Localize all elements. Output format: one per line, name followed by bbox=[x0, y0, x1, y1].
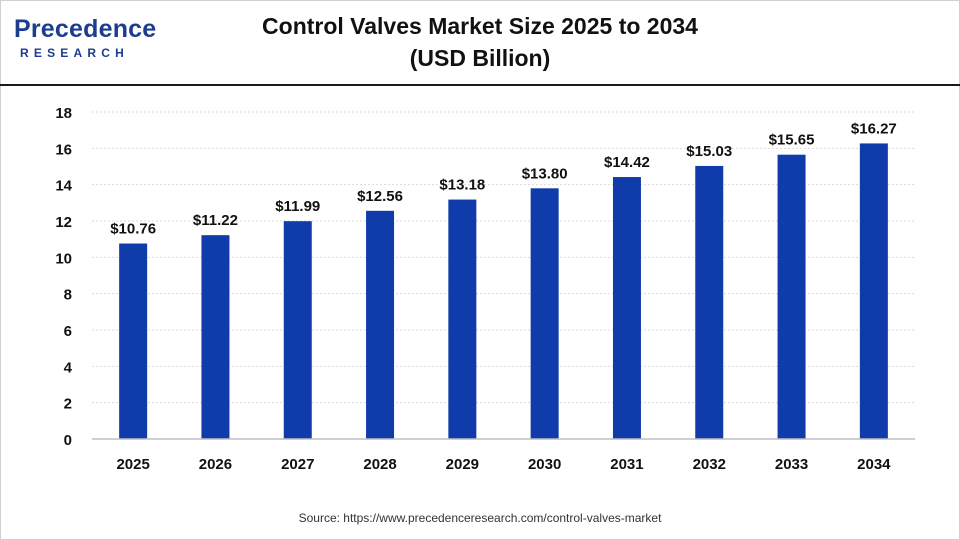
data-label: $14.42 bbox=[604, 154, 650, 171]
brand-name-rest: recedence bbox=[30, 15, 157, 43]
y-tick-label: 2 bbox=[64, 396, 72, 413]
data-label: $13.80 bbox=[522, 165, 568, 182]
bar bbox=[859, 143, 888, 439]
brand-name-prefix: P bbox=[14, 15, 31, 43]
y-tick-label: 12 bbox=[55, 214, 72, 231]
data-label: $16.27 bbox=[851, 120, 897, 137]
chart-title-line2: (USD Billion) bbox=[409, 45, 551, 71]
bar bbox=[777, 154, 806, 440]
data-label: $11.99 bbox=[275, 198, 320, 215]
bar bbox=[119, 243, 148, 439]
source-note: Source: https://www.precedenceresearch.c… bbox=[298, 511, 662, 525]
bar bbox=[612, 177, 641, 439]
x-tick-label: 2026 bbox=[199, 456, 232, 473]
x-tick-label: 2027 bbox=[281, 456, 314, 473]
bar bbox=[448, 199, 477, 439]
brand-name: Precedence bbox=[14, 14, 156, 44]
x-tick-label: 2034 bbox=[857, 456, 891, 473]
x-tick-label: 2025 bbox=[116, 456, 149, 473]
data-label: $10.76 bbox=[110, 221, 156, 238]
y-tick-label: 14 bbox=[55, 178, 72, 195]
chart-title: Control Valves Market Size 2025 to 2034 … bbox=[200, 10, 760, 74]
x-tick-label: 2031 bbox=[610, 456, 643, 473]
header: Precedence RESEARCH Control Valves Marke… bbox=[0, 0, 960, 86]
bar bbox=[366, 210, 395, 439]
data-label: $11.22 bbox=[193, 212, 238, 229]
data-label: $15.65 bbox=[769, 132, 815, 149]
y-tick-label: 8 bbox=[64, 287, 72, 304]
x-tick-label: 2028 bbox=[363, 456, 396, 473]
x-tick-label: 2032 bbox=[693, 456, 726, 473]
data-label: $13.18 bbox=[439, 177, 485, 194]
y-tick-label: 10 bbox=[55, 250, 72, 267]
y-tick-label: 18 bbox=[55, 105, 72, 122]
y-tick-label: 16 bbox=[55, 141, 72, 158]
data-label: $12.56 bbox=[357, 188, 403, 205]
x-tick-label: 2030 bbox=[528, 456, 561, 473]
brand-sub: RESEARCH bbox=[20, 46, 129, 60]
data-label: $15.03 bbox=[686, 143, 732, 160]
brand-logo[interactable]: Precedence RESEARCH bbox=[14, 14, 164, 64]
y-tick-label: 6 bbox=[64, 323, 72, 340]
y-tick-label: 0 bbox=[64, 432, 72, 449]
y-tick-label: 4 bbox=[64, 359, 73, 376]
x-tick-label: 2029 bbox=[446, 456, 479, 473]
bar bbox=[201, 235, 230, 439]
x-tick-label: 2033 bbox=[775, 456, 808, 473]
bar bbox=[695, 165, 724, 439]
bar bbox=[530, 188, 559, 439]
bar bbox=[283, 221, 312, 439]
chart-title-line1: Control Valves Market Size 2025 to 2034 bbox=[262, 13, 698, 39]
